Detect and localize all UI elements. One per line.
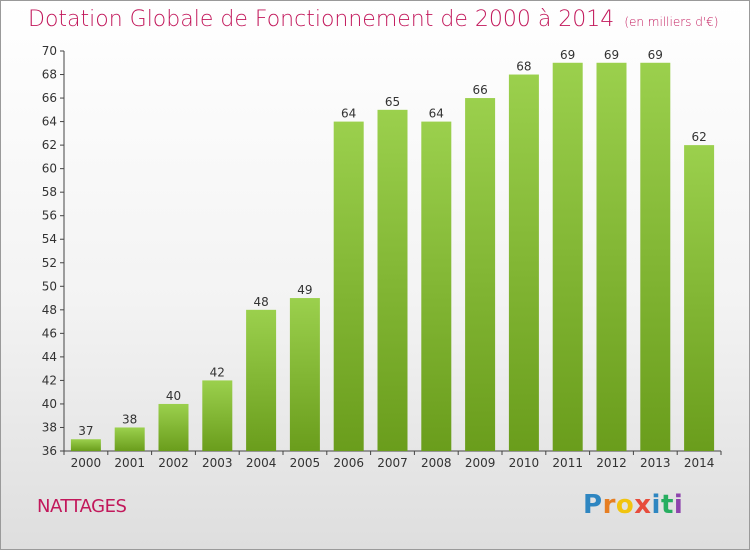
data-label: 64 [429, 107, 444, 121]
y-tick-label: 64 [42, 115, 57, 129]
bar [421, 121, 452, 452]
y-tick-label: 66 [42, 91, 57, 105]
x-tick-label: 2009 [465, 456, 496, 470]
x-tick-label: 2007 [377, 456, 408, 470]
bar [202, 380, 233, 451]
logo-letter: t [660, 490, 674, 520]
x-tick-label: 2001 [114, 456, 145, 470]
y-tick-label: 48 [42, 303, 57, 317]
x-tick-label: 2012 [596, 456, 627, 470]
logo-letter: x [634, 490, 652, 520]
y-tick-label: 70 [42, 44, 57, 58]
bar [333, 121, 364, 452]
y-tick-label: 56 [42, 209, 57, 223]
x-tick-label: 2013 [640, 456, 671, 470]
x-tick-label: 2000 [71, 456, 102, 470]
chart-bars [70, 62, 715, 452]
x-tick-label: 2014 [684, 456, 715, 470]
y-tick-label: 58 [42, 185, 57, 199]
y-tick-label: 42 [42, 373, 57, 387]
bar [640, 62, 671, 451]
bar [552, 62, 583, 451]
data-label: 42 [210, 365, 225, 379]
data-label: 64 [341, 107, 356, 121]
x-tick-label: 2008 [421, 456, 452, 470]
logo-letter: P [583, 490, 603, 520]
y-tick-label: 36 [42, 444, 57, 458]
data-label: 48 [253, 295, 268, 309]
data-label: 40 [166, 389, 181, 403]
logo-letter: o [615, 490, 635, 520]
x-tick-label: 2003 [202, 456, 233, 470]
data-label: 49 [297, 283, 312, 297]
y-tick-label: 62 [42, 138, 57, 152]
x-tick-label: 2011 [552, 456, 583, 470]
y-tick-label: 44 [42, 350, 57, 364]
x-tick-label: 2002 [158, 456, 189, 470]
bar [158, 403, 189, 451]
chart-title-text: Dotation Globale de Fonctionnement de 20… [28, 7, 615, 32]
data-label: 38 [122, 412, 137, 426]
proxiti-logo: Proxiti [583, 490, 683, 520]
x-tick-label: 2005 [290, 456, 321, 470]
data-label: 69 [560, 48, 575, 62]
bar [246, 309, 277, 451]
y-tick-label: 50 [42, 279, 57, 293]
bar [596, 62, 627, 451]
data-label: 69 [604, 48, 619, 62]
y-tick-label: 52 [42, 256, 57, 270]
bar [289, 298, 320, 451]
bar [465, 98, 496, 451]
data-label: 68 [516, 60, 531, 74]
bar [70, 439, 101, 451]
data-label: 37 [78, 424, 93, 438]
data-label: 62 [691, 130, 706, 144]
chart-data-labels: 37 38 40 42 48 49 64 65 64 66 68 69 69 69 62 [78, 48, 706, 438]
y-tick-label: 54 [42, 232, 57, 246]
y-tick-label: 46 [42, 326, 57, 340]
x-tick-label: 2006 [333, 456, 364, 470]
y-tick-label: 68 [42, 68, 57, 82]
y-tick-label: 40 [42, 397, 57, 411]
y-tick-label: 60 [42, 162, 57, 176]
chart-unit: (en milliers d'€) [624, 15, 719, 29]
chart-title: Dotation Globale de Fonctionnement de 20… [28, 7, 718, 32]
bar [508, 74, 539, 451]
y-tick-label: 38 [42, 420, 57, 434]
logo-letter: r [602, 490, 616, 520]
logo-letter: i [673, 490, 684, 520]
data-label: 69 [648, 48, 663, 62]
bar [684, 145, 715, 451]
logo-letter: i [651, 490, 661, 520]
x-tick-label: 2004 [246, 456, 277, 470]
data-label: 66 [472, 83, 487, 97]
data-label: 65 [385, 95, 400, 109]
x-tick-label: 2010 [509, 456, 540, 470]
bar [114, 427, 145, 451]
commune-name: NATTAGES [37, 496, 127, 517]
bar [377, 109, 408, 451]
chart-axes: 36 38 40 42 44 46 48 50 52 54 56 58 60 62 64 66 68 70 2000… [42, 44, 722, 470]
